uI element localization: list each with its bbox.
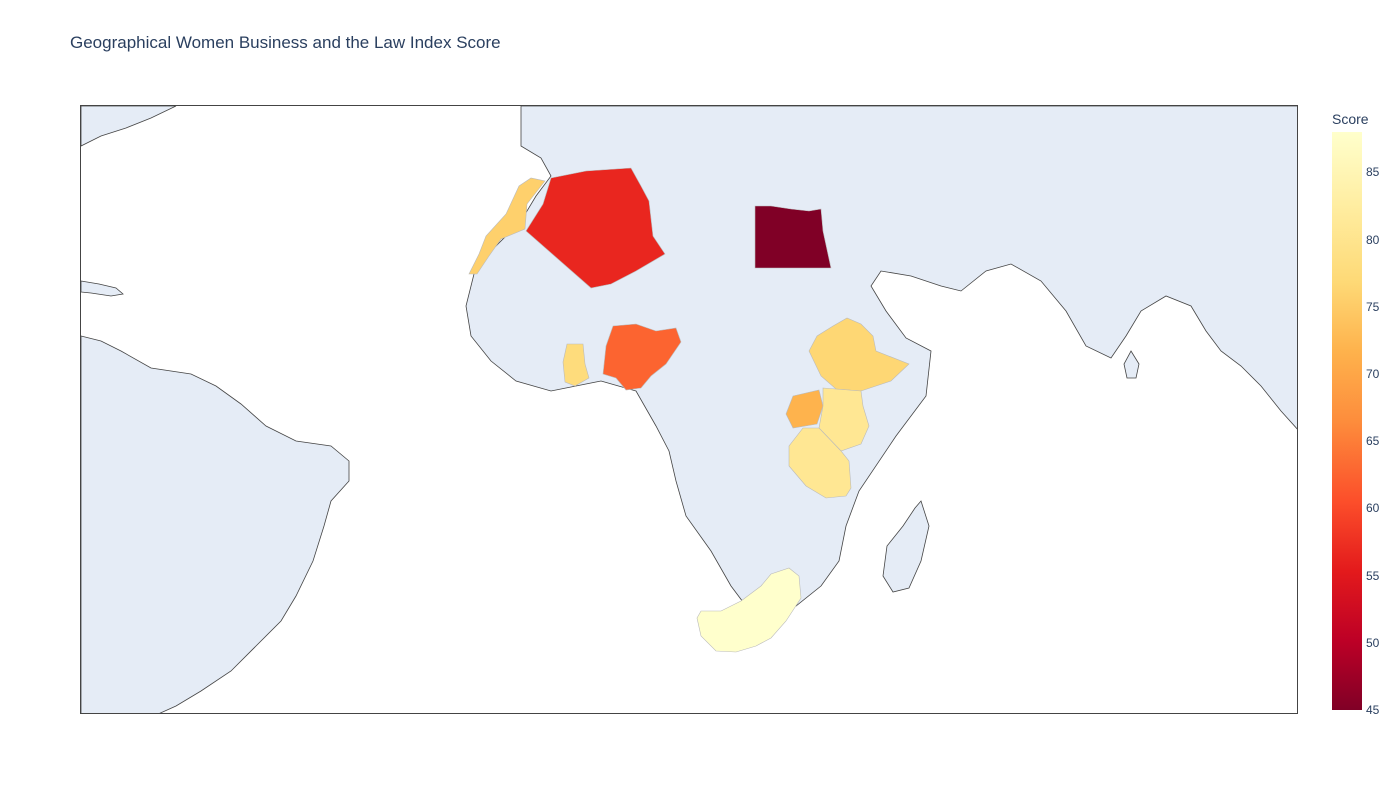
land-cuba <box>81 280 124 297</box>
land-south-america <box>81 335 350 713</box>
colorbar-tick: 50 <box>1366 635 1380 650</box>
country-egypt[interactable] <box>754 205 832 269</box>
map-plot-area[interactable] <box>80 105 1298 714</box>
country-morocco[interactable] <box>468 177 546 275</box>
country-ghana[interactable] <box>562 343 590 387</box>
country-tanzania[interactable] <box>788 427 852 499</box>
country-nigeria[interactable] <box>602 323 682 391</box>
country-uganda[interactable] <box>785 389 824 429</box>
colorbar-tick: 55 <box>1366 568 1380 583</box>
colorbar-tick: 80 <box>1366 232 1380 247</box>
colorbar-title: Score <box>1332 111 1369 127</box>
map-svg[interactable] <box>81 106 1298 714</box>
colorbar-tick: 60 <box>1366 501 1380 516</box>
colorbar-tick: 70 <box>1366 366 1380 381</box>
colorbar <box>1332 132 1362 710</box>
colorbar-tick: 45 <box>1366 703 1380 717</box>
land-north-america-corner <box>81 106 177 147</box>
land-madagascar <box>882 500 930 593</box>
colorbar-tick: 75 <box>1366 299 1380 314</box>
colorbar-tick: 65 <box>1366 434 1380 449</box>
land-sri-lanka <box>1123 350 1140 379</box>
country-south-africa[interactable] <box>696 567 802 653</box>
country-algeria[interactable] <box>525 167 666 289</box>
colorbar-tick: 85 <box>1366 165 1380 180</box>
map-title: Geographical Women Business and the Law … <box>70 33 501 52</box>
country-kenya[interactable] <box>818 387 870 452</box>
country-ethiopia[interactable] <box>808 317 910 392</box>
